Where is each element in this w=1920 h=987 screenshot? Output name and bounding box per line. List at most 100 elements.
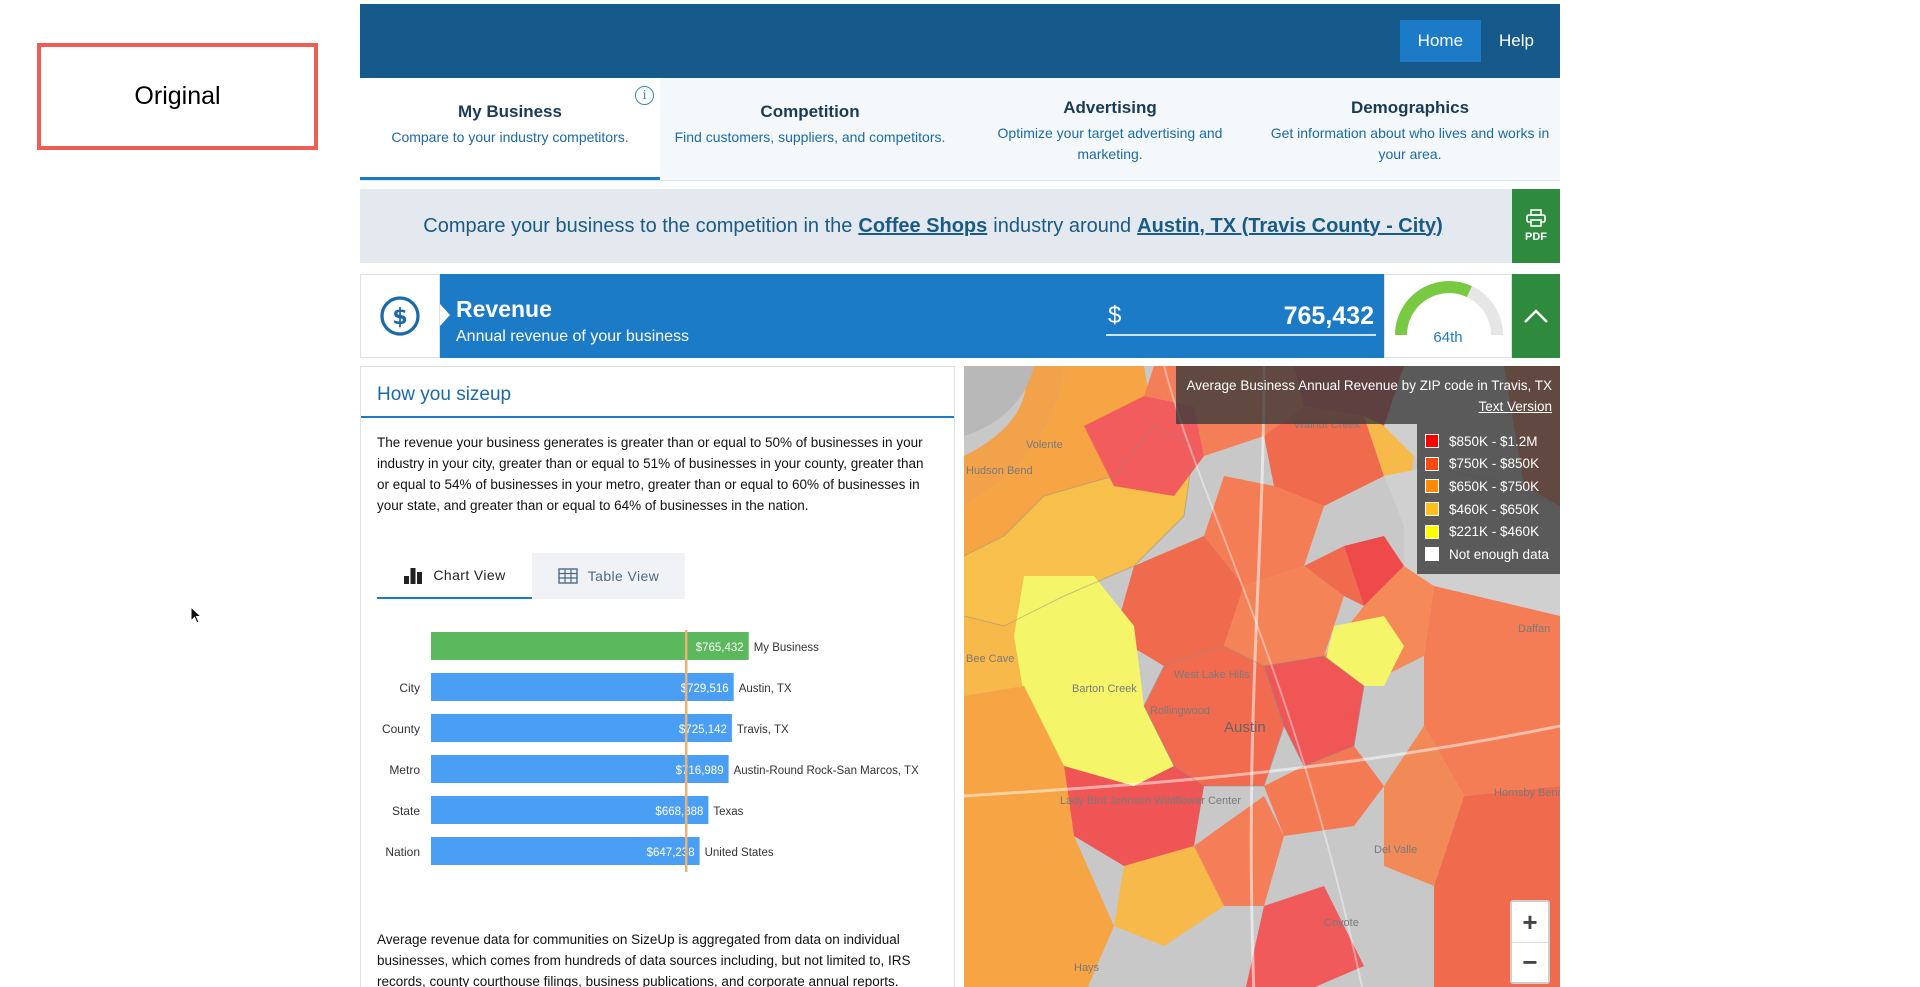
map-label: Hays (1074, 962, 1100, 974)
sizeup-footnote: Average revenue data for communities on … (377, 932, 911, 987)
chart-bar-label: Austin-Round Rock-San Marcos, TX (734, 765, 919, 777)
table-icon (558, 568, 578, 584)
compare-text: Compare your business to the competition… (360, 189, 1512, 263)
section-tabs: i My Business Compare to your industry c… (360, 78, 1560, 181)
chart-category-label: City (399, 681, 420, 695)
map-label: Hudson Bend (966, 465, 1033, 477)
view-tabs: Chart View Table View (377, 553, 685, 599)
revenue-title: Revenue (456, 296, 552, 322)
bar-chart-svg: $765,432 My Business $729,516 Austin, TX Cit… (382, 630, 939, 896)
collapse-button[interactable] (1512, 274, 1560, 358)
chart-view-label: Chart View (433, 567, 506, 583)
map-title: Average Business Annual Revenue by ZIP c… (1186, 378, 1552, 393)
zoom-out-button[interactable]: − (1512, 942, 1548, 982)
svg-text:$: $ (392, 305, 407, 330)
bar-chart-icon (404, 567, 423, 584)
legend-label: $221K - $460K (1449, 524, 1540, 540)
map-label: Austin (1224, 719, 1266, 736)
legend-item: $460K - $650K (1425, 498, 1552, 521)
chart-value-label: $668,388 (655, 806, 703, 818)
dollar-circle-icon: $ (380, 296, 420, 336)
tab-subtitle: Get information about who lives and work… (1270, 125, 1550, 162)
pdf-button[interactable]: PDF (1512, 189, 1560, 263)
printer-icon (1526, 209, 1546, 227)
chart-value-label: $729,516 (681, 683, 729, 695)
top-bar: Home Help (360, 4, 1560, 78)
legend-swatch (1425, 547, 1439, 562)
chart-bar (431, 837, 700, 865)
map-label: Daffan (1518, 623, 1550, 635)
tab-my-business[interactable]: i My Business Compare to your industry c… (360, 78, 660, 180)
revenue-value[interactable]: 765,432 (1283, 301, 1374, 330)
chevron-up-icon (1524, 309, 1548, 323)
tab-subtitle: Optimize your target advertising and mar… (997, 125, 1223, 162)
tab-title: My Business (458, 102, 562, 121)
map-label: Volente (1026, 439, 1063, 451)
percentile-gauge: 64th (1384, 274, 1512, 358)
home-button[interactable]: Home (1399, 20, 1482, 62)
chart-category-label: State (392, 804, 420, 818)
legend-item: $221K - $460K (1425, 520, 1552, 543)
chart-bar-label: My Business (754, 642, 819, 654)
legend-item: $850K - $1.2M (1425, 430, 1552, 453)
sizeup-panel: How you sizeup The revenue your business… (360, 366, 955, 987)
table-view-label: Table View (587, 568, 660, 584)
chart-view-tab[interactable]: Chart View (377, 553, 532, 599)
revenue-row: $ Revenue Annual revenue of your busines… (360, 274, 1560, 358)
table-view-tab[interactable]: Table View (532, 553, 685, 599)
map-title-box: Average Business Annual Revenue by ZIP c… (1176, 366, 1560, 424)
tab-title: Demographics (1350, 98, 1470, 117)
revenue-panel: Revenue Annual revenue of your business … (440, 274, 1384, 358)
map-label: Del Valle (1374, 844, 1417, 856)
legend-label: Not enough data (1449, 546, 1549, 562)
revenue-chart: $765,432 My Business $729,516 Austin, TX Cit… (361, 622, 956, 896)
top-nav: Home Help (1399, 20, 1552, 62)
sizeup-paragraph: The revenue your business generates is g… (377, 435, 924, 513)
map-label: Coyote (1324, 917, 1359, 929)
compare-prefix: Compare your business to the competition… (423, 214, 853, 237)
chart-value-label: $725,142 (679, 724, 727, 736)
revenue-map[interactable]: Volente Hudson Bend Walnut Creek Daffan … (964, 366, 1560, 987)
original-label-box: Original (37, 43, 318, 150)
percentile-label: 64th (1433, 329, 1463, 346)
legend-swatch (1425, 502, 1439, 517)
tab-competition[interactable]: Competition Find customers, suppliers, a… (660, 78, 960, 180)
legend-label: $850K - $1.2M (1449, 433, 1538, 449)
chart-category-label: Nation (385, 845, 420, 859)
industry-link[interactable]: Coffee Shops (858, 214, 988, 237)
tab-advertising[interactable]: Advertising Optimize your target adverti… (960, 78, 1260, 180)
zoom-in-button[interactable]: + (1522, 906, 1538, 937)
sizeup-app: Home Help i My Business Compare to your … (360, 4, 1560, 987)
help-button[interactable]: Help (1499, 31, 1534, 50)
sizeup-title: How you sizeup (361, 367, 954, 418)
text-version-link[interactable]: Text Version (1478, 399, 1552, 414)
revenue-subtitle: Annual revenue of your business (456, 328, 690, 345)
tab-demographics[interactable]: Demographics Get information about who l… (1260, 78, 1560, 180)
map-label: Lady Bird Johnson Wildflower Center (1060, 795, 1241, 807)
location-link[interactable]: Austin, TX (Travis County - City) (1137, 214, 1443, 237)
legend-swatch (1425, 456, 1439, 471)
compare-middle: industry around (993, 214, 1132, 237)
tab-subtitle: Find customers, suppliers, and competito… (674, 129, 946, 145)
map-label: West Lake Hills (1174, 669, 1250, 681)
info-icon[interactable]: i (635, 86, 654, 105)
map-label: Bee Cave (966, 653, 1014, 665)
map-label: Hornsby Bend (1494, 787, 1560, 799)
chart-value-label: $716,989 (676, 765, 724, 777)
revenue-input[interactable]: $ 765,432 (1106, 298, 1376, 336)
legend-swatch (1425, 479, 1439, 494)
chart-bar (431, 714, 732, 742)
chart-value-label: $765,432 (696, 642, 744, 654)
chart-category-label: Metro (389, 763, 420, 777)
map-label: Rollingwood (1150, 705, 1210, 717)
chart-bar (431, 632, 749, 660)
tab-title: Competition (760, 102, 860, 121)
legend-item: $650K - $750K (1425, 475, 1552, 498)
revenue-icon-box: $ (360, 274, 440, 358)
mouse-cursor-icon (190, 606, 203, 624)
tab-title: Advertising (1063, 98, 1157, 117)
gauge-arc (1395, 281, 1503, 336)
tab-subtitle: Compare to your industry competitors. (391, 129, 629, 145)
chart-bar-label: United States (705, 847, 774, 859)
legend-label: $460K - $650K (1449, 501, 1540, 517)
